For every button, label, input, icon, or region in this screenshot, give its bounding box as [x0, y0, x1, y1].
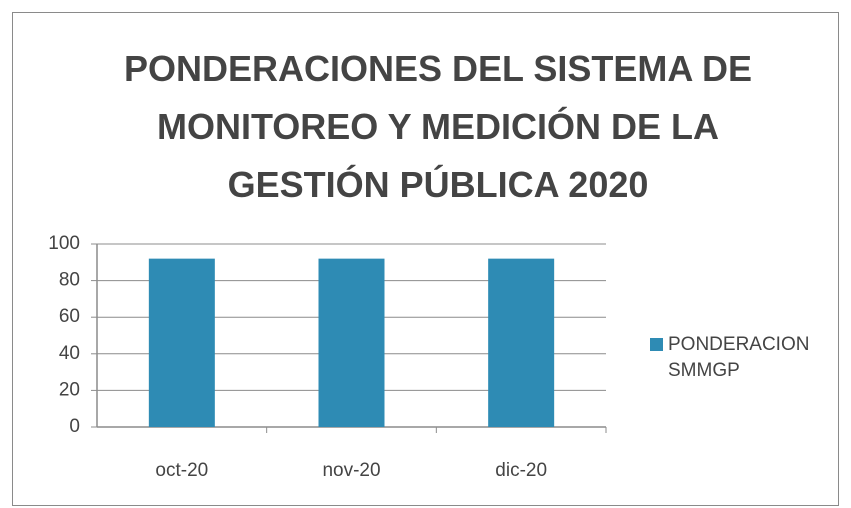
x-tick-label: nov-20 — [322, 460, 380, 481]
y-tick-label: 100 — [48, 233, 80, 254]
y-tick-label: 0 — [69, 416, 80, 437]
bar — [148, 258, 215, 427]
x-tick-label: dic-20 — [495, 460, 547, 481]
y-tick-label: 20 — [59, 379, 80, 400]
legend-swatch — [650, 338, 663, 351]
chart-title: PONDERACIONES DEL SISTEMA DE MONITOREO Y… — [123, 48, 753, 205]
chart-frame — [12, 12, 839, 506]
bar — [488, 258, 555, 427]
legend-label: PONDERACION SMMGP — [668, 334, 810, 381]
legend: PONDERACION SMMGP — [650, 332, 838, 384]
y-tick-label: 80 — [59, 270, 80, 291]
x-tick-label: oct-20 — [155, 460, 208, 481]
y-tick-label: 40 — [59, 343, 80, 364]
bar — [318, 258, 385, 427]
y-tick-label: 60 — [59, 306, 80, 327]
